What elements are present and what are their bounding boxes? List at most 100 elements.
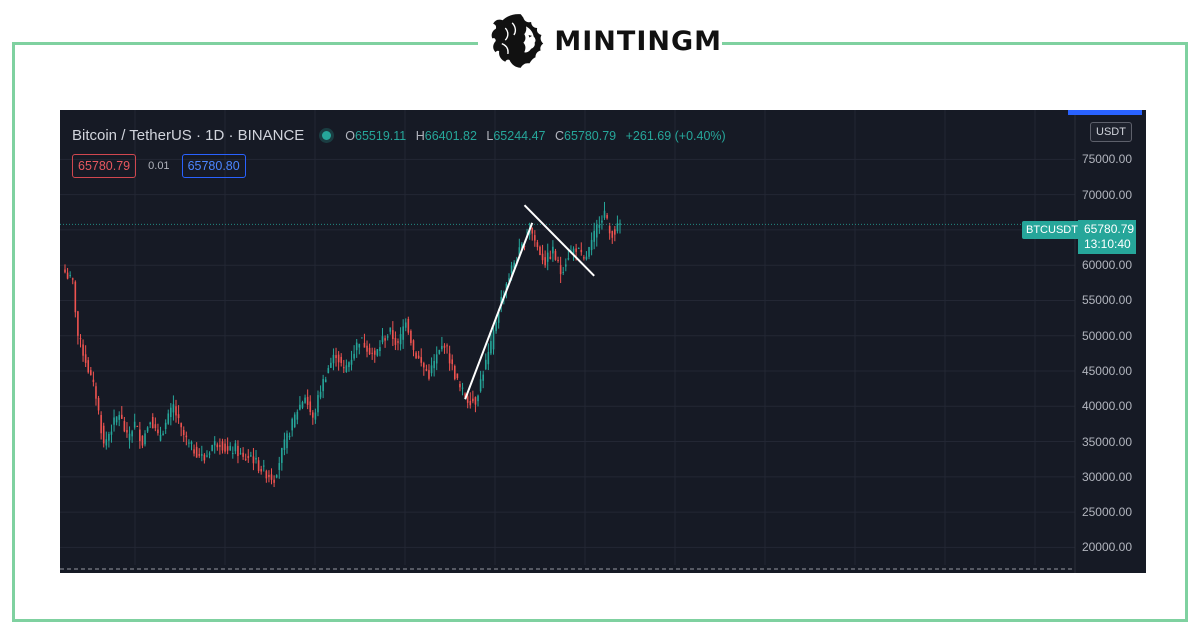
candle-body (348, 362, 350, 368)
candle-body (136, 426, 139, 428)
candle-body (366, 345, 368, 352)
candle-body (182, 430, 185, 436)
candle-body (541, 253, 544, 261)
candle-body (301, 402, 304, 408)
open-value: 65519.11 (355, 128, 407, 143)
candle-body (461, 387, 464, 389)
candle-body (170, 407, 172, 418)
candle-body (420, 357, 423, 363)
candle-body (195, 446, 198, 458)
candle-body (87, 360, 90, 373)
candle-body (368, 347, 371, 355)
candle-body (523, 245, 526, 247)
candle-body (201, 454, 203, 456)
open-label: O (345, 128, 356, 143)
price-chart-svg[interactable] (60, 110, 1146, 573)
candle-body (567, 258, 570, 260)
candle-body (237, 445, 239, 456)
candle-body (603, 210, 606, 218)
last-price-tag: 65780.79 13:10:40 (1078, 220, 1136, 254)
candle-body (288, 435, 291, 438)
candle-body (190, 441, 193, 445)
candle-body (231, 453, 234, 455)
candle-body (337, 354, 340, 363)
candle-body (275, 475, 278, 478)
candle-body (611, 230, 614, 238)
candle-body (430, 365, 433, 374)
candle-body (319, 391, 322, 398)
candle-body (172, 404, 175, 413)
candle-body (203, 454, 206, 461)
candle-body (350, 359, 353, 365)
buy-button[interactable]: 65780.80 (181, 154, 246, 178)
brand-name: MINTINGM (554, 25, 722, 57)
candle-body (128, 433, 131, 441)
candle-body (100, 415, 102, 434)
candle-body (438, 349, 441, 354)
candle-body (536, 242, 539, 248)
candle-body (260, 469, 262, 472)
trading-chart[interactable]: Bitcoin / TetherUS · 1D · BINANCE O65519… (60, 110, 1146, 573)
candle-body (123, 421, 126, 432)
sell-button[interactable]: 65780.79 (72, 154, 137, 178)
candle-body (451, 359, 454, 365)
high-value: 66401.82 (424, 128, 477, 143)
candle-body (479, 379, 482, 392)
candle-body (601, 220, 603, 223)
candle-body (314, 412, 317, 420)
symbol-title[interactable]: Bitcoin / TetherUS · 1D · BINANCE (72, 127, 305, 144)
candle-body (224, 443, 226, 452)
y-tick-label: 55000.00 (1081, 293, 1132, 308)
candle-body (97, 398, 100, 411)
candle-body (518, 247, 521, 256)
order-prices: 65780.79 0.01 65780.80 (72, 154, 246, 178)
candle-body (64, 269, 66, 273)
candle-body (296, 411, 299, 420)
candle-body (247, 455, 250, 459)
currency-button[interactable]: USDT (1090, 122, 1132, 142)
spread-value: 0.01 (148, 160, 170, 172)
candle-body (105, 439, 108, 446)
candle-body (110, 431, 113, 435)
candle-body (510, 265, 513, 274)
candle-body (500, 296, 503, 306)
candle-body (340, 356, 343, 363)
candle-body (234, 443, 237, 452)
candle-body (606, 215, 608, 219)
candle-body (616, 223, 619, 232)
candle-body (614, 229, 616, 235)
candle-body (283, 439, 286, 450)
candle-body (157, 429, 159, 434)
candle-body (177, 414, 180, 419)
candle-body (435, 354, 438, 364)
candle-body (546, 252, 549, 262)
ohlc-values: O65519.11 H66401.82 L65244.47 C65780.79 … (345, 129, 725, 143)
candle-body (386, 336, 389, 338)
y-tick-label: 70000.00 (1081, 187, 1132, 202)
candle-body (572, 248, 575, 255)
candle-body (619, 223, 621, 225)
candle-body (539, 246, 541, 256)
y-tick-label: 75000.00 (1081, 152, 1132, 167)
candle-body (324, 379, 327, 383)
candle-body (407, 318, 410, 333)
candle-body (95, 386, 97, 399)
candle-body (312, 412, 314, 418)
last-price-value: 65780.79 (1084, 222, 1135, 236)
candle-body (126, 430, 128, 433)
candle-body (180, 423, 182, 428)
candle-body (309, 401, 312, 412)
candle-body (459, 384, 461, 388)
candle-body (595, 224, 598, 238)
candle-body (577, 247, 580, 249)
candle-body (575, 248, 577, 252)
candle-body (159, 434, 162, 441)
candle-body (389, 327, 392, 332)
candle-body (404, 322, 407, 328)
candle-body (497, 311, 500, 323)
candle-body (242, 452, 244, 457)
candle-body (90, 370, 92, 375)
candle-body (286, 433, 288, 449)
candle-body (446, 345, 448, 347)
candle-body (74, 281, 77, 313)
